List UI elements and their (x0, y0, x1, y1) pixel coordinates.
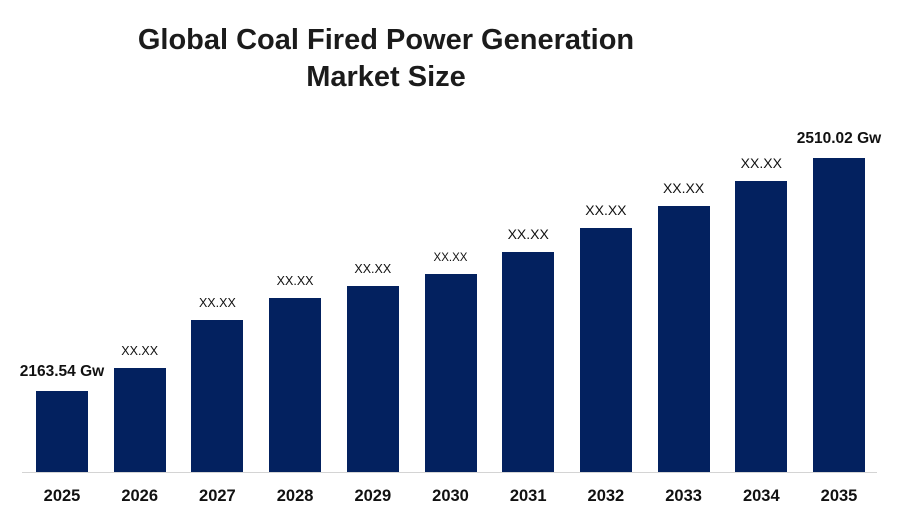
bar-2030 (424, 274, 477, 473)
bar-2026 (113, 368, 166, 473)
bar-2031 (502, 252, 555, 473)
x-axis-label-2035: 2035 (820, 487, 858, 505)
chart-title-line-1: Global Coal Fired Power Generation (137, 24, 635, 56)
x-axis-label-2027: 2027 (199, 487, 236, 505)
bar-2027 (191, 320, 244, 473)
bar-value-label-2033: XX.XX (662, 180, 705, 196)
bar-value-label-2032: XX.XX (585, 202, 627, 218)
x-axis-label-2030: 2030 (432, 487, 469, 505)
x-axis-label-2029: 2029 (354, 487, 392, 505)
bar-2032 (579, 228, 632, 473)
x-axis-label-2034: 2034 (742, 487, 780, 505)
bar-2029 (346, 286, 399, 473)
bar-2034 (735, 181, 788, 473)
x-axis-line (22, 472, 877, 473)
x-axis-label-2025: 2025 (43, 487, 81, 505)
bar-2035 (813, 158, 865, 473)
chart-title: Global Coal Fired Power Generation Marke… (0, 22, 772, 96)
bar-value-label-2030: XX.XX (433, 252, 468, 264)
chart-title-line-2: Market Size (306, 61, 466, 93)
bar-value-label-2031: XX.XX (507, 226, 549, 242)
x-axis-label-2028: 2028 (276, 487, 314, 505)
x-axis-label-2031: 2031 (509, 487, 547, 505)
bar-value-label-2034: XX.XX (740, 155, 782, 171)
bar-value-label-2025: 2163.54 Gw (19, 363, 105, 380)
bar-2033 (657, 206, 710, 473)
x-axis-label-2032: 2032 (587, 487, 625, 505)
bar-2025 (36, 391, 88, 473)
bar-value-label-2026: XX.XX (121, 344, 159, 358)
bar-value-label-2028: XX.XX (276, 274, 314, 288)
bar-value-label-2027: XX.XX (198, 296, 236, 310)
bar-value-label-2029: XX.XX (354, 262, 392, 276)
bar-value-label-2035: 2510.02 Gw (796, 130, 882, 147)
x-axis-label-2026: 2026 (121, 487, 159, 505)
bar-2028 (269, 298, 322, 473)
x-axis-label-2033: 2033 (665, 487, 702, 505)
